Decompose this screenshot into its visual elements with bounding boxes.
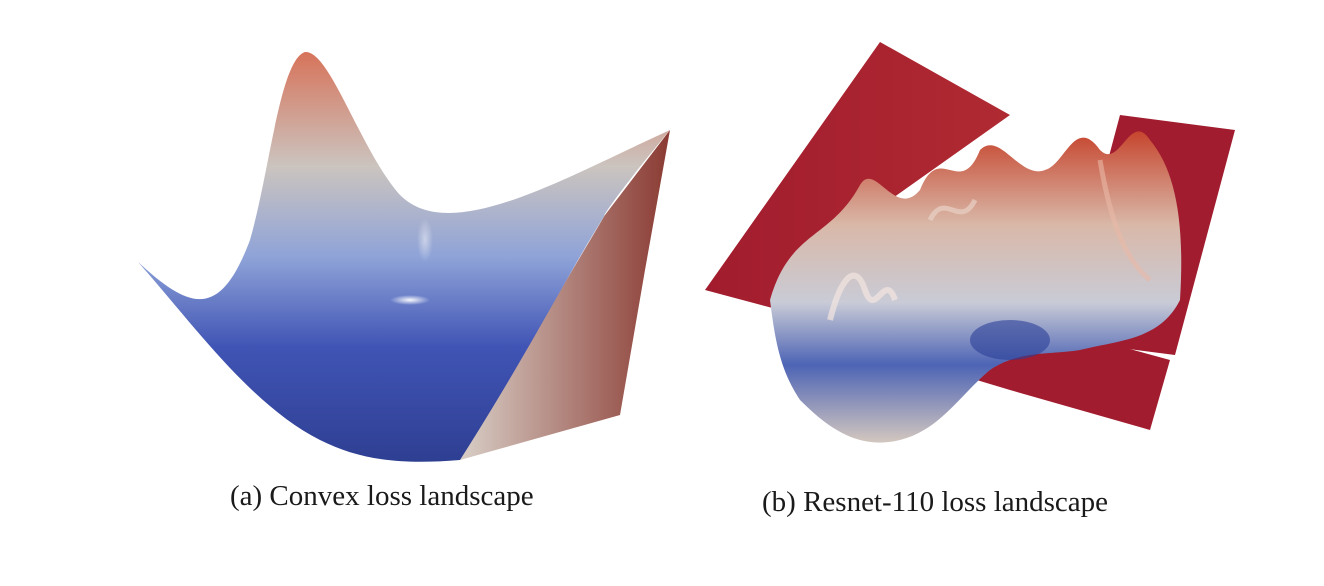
convex-surface-plot xyxy=(138,51,670,462)
specular-highlight-2 xyxy=(417,218,433,262)
plateau-back-left xyxy=(705,42,1010,310)
specular-highlight xyxy=(390,295,430,305)
resnet-rugged-surface xyxy=(770,131,1182,443)
minimum-basin xyxy=(970,320,1050,360)
convex-landscape-figure xyxy=(100,20,720,475)
ridge-line-1 xyxy=(827,272,898,321)
convex-surface-main xyxy=(138,51,670,462)
caption-convex: (a) Convex loss landscape xyxy=(230,480,534,512)
resnet-surface-plot xyxy=(705,42,1235,443)
caption-resnet: (b) Resnet-110 loss landscape xyxy=(762,486,1109,518)
convex-surface-right-face xyxy=(460,130,670,460)
resnet-landscape-figure xyxy=(680,20,1260,475)
ridge-line-2 xyxy=(927,198,978,222)
ridge-line-3 xyxy=(1097,159,1152,282)
